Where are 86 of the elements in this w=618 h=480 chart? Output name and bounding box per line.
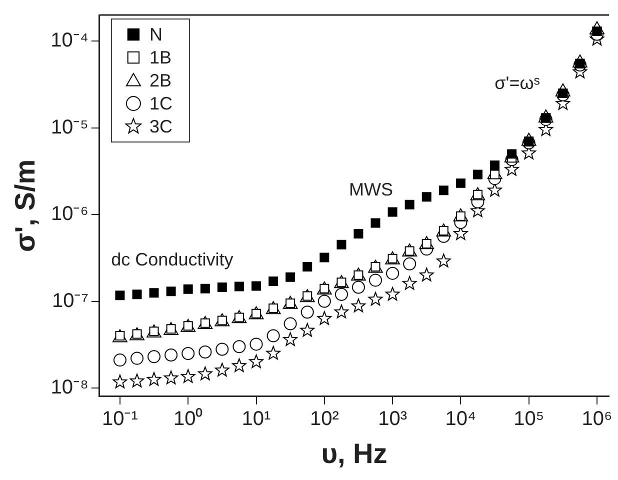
point — [266, 346, 280, 360]
y-tick-label: 10⁻⁷ — [52, 290, 88, 312]
point — [334, 304, 349, 318]
x-tick-label: 10⁰ — [173, 406, 203, 430]
point — [249, 354, 264, 368]
y-tick-label: 10⁻⁶ — [50, 203, 88, 226]
point — [164, 370, 178, 384]
point — [488, 182, 502, 197]
point — [130, 374, 144, 388]
point — [436, 254, 451, 268]
point — [198, 366, 212, 380]
point — [166, 286, 176, 296]
point — [456, 178, 466, 188]
x-tick-label: 10⁶ — [582, 408, 612, 430]
point — [132, 290, 142, 300]
point — [250, 338, 263, 351]
point — [182, 346, 195, 360]
legend-label: 3C — [149, 116, 172, 136]
point — [268, 276, 278, 286]
point — [388, 207, 398, 217]
x-axis-title: υ, Hz — [321, 438, 388, 469]
point — [112, 374, 128, 388]
point — [352, 280, 365, 294]
y-tick-label: 10⁻⁵ — [50, 116, 88, 138]
point — [317, 311, 332, 325]
point — [232, 358, 246, 372]
point — [422, 192, 432, 202]
x-tick-label: 10¹ — [242, 408, 272, 430]
legend-label: 2B — [149, 70, 172, 90]
point — [320, 252, 330, 262]
point — [164, 348, 178, 362]
point — [183, 284, 193, 294]
point — [403, 257, 416, 270]
x-tick-label: 10² — [310, 408, 340, 430]
point — [215, 362, 230, 376]
point — [402, 276, 417, 290]
point — [148, 350, 161, 364]
point — [130, 352, 144, 365]
y-tick-label: 10⁻⁸ — [50, 376, 88, 399]
annotation: dc Conductivity — [111, 250, 234, 270]
point — [351, 298, 366, 312]
point — [266, 329, 280, 342]
point — [200, 284, 210, 294]
point — [368, 292, 383, 306]
point — [472, 170, 482, 180]
legend-label: N — [149, 24, 162, 44]
legend-label: 1B — [149, 47, 172, 68]
y-axis-title: σ', S/m — [10, 159, 41, 252]
legend-label: 1C — [149, 93, 172, 114]
point — [149, 288, 159, 298]
x-tick-label: 10³ — [378, 408, 408, 430]
point — [198, 346, 212, 359]
y-tick-label: 10⁻⁴ — [50, 30, 88, 52]
point — [490, 160, 500, 170]
point — [113, 354, 126, 367]
point — [318, 294, 331, 308]
point — [252, 281, 261, 291]
point — [336, 240, 346, 250]
point — [283, 332, 298, 346]
point — [300, 323, 315, 337]
point — [368, 274, 382, 287]
x-tick-label: 10⁵ — [514, 408, 544, 430]
point — [216, 342, 229, 356]
point — [115, 290, 125, 300]
point — [385, 286, 400, 301]
point — [370, 218, 380, 228]
annotation: MWS — [349, 180, 394, 200]
point — [286, 272, 296, 282]
point — [419, 268, 434, 282]
point — [386, 266, 400, 280]
point — [217, 282, 227, 292]
point — [180, 369, 196, 383]
point — [354, 229, 364, 239]
point — [302, 262, 312, 272]
x-tick-label: 10⁴ — [445, 408, 476, 430]
point — [404, 200, 414, 210]
point — [438, 186, 448, 196]
point — [334, 288, 348, 301]
point — [300, 306, 314, 319]
point — [232, 340, 246, 354]
point — [490, 170, 500, 180]
annotation: σ'=ωˢ — [494, 73, 540, 94]
x-tick-label: 10⁻¹ — [102, 408, 138, 430]
point — [146, 372, 162, 386]
point — [284, 317, 297, 330]
point — [234, 282, 244, 292]
